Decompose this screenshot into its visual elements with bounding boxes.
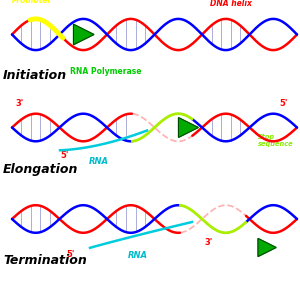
Text: RNA: RNA [128, 251, 148, 260]
Text: Termination: Termination [3, 254, 87, 266]
Text: Initiation: Initiation [3, 69, 67, 82]
Text: Stop
sequence: Stop sequence [258, 134, 294, 147]
Text: 3': 3' [204, 238, 212, 247]
Text: 5': 5' [279, 99, 287, 108]
Polygon shape [74, 24, 94, 45]
Text: Elongation: Elongation [3, 164, 78, 176]
Text: 3': 3' [15, 99, 23, 108]
Text: 5': 5' [60, 151, 68, 160]
Text: Promoter: Promoter [12, 0, 52, 5]
Text: RNA: RNA [89, 157, 109, 166]
Text: RNA Polymerase: RNA Polymerase [70, 67, 142, 76]
Text: DNA helix: DNA helix [210, 0, 252, 8]
Text: 5': 5' [66, 250, 74, 259]
Polygon shape [178, 118, 198, 137]
Polygon shape [258, 238, 276, 256]
